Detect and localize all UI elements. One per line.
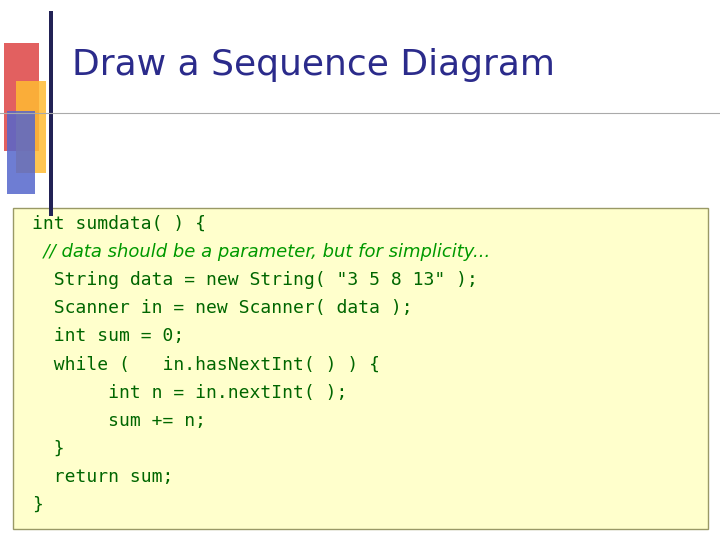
Text: Scanner in = new Scanner( data );: Scanner in = new Scanner( data );: [32, 299, 413, 318]
Text: }: }: [32, 496, 43, 514]
Text: int sum = 0;: int sum = 0;: [32, 327, 184, 346]
Text: while (   in.hasNextInt( ) ) {: while ( in.hasNextInt( ) ) {: [32, 355, 380, 374]
FancyBboxPatch shape: [13, 208, 708, 529]
FancyBboxPatch shape: [16, 81, 46, 173]
Text: }: }: [32, 440, 65, 458]
Text: int n = in.nextInt( );: int n = in.nextInt( );: [32, 383, 348, 402]
Text: Draw a Sequence Diagram: Draw a Sequence Diagram: [72, 48, 555, 82]
Text: return sum;: return sum;: [32, 468, 174, 486]
Text: String data = new String( "3 5 8 13" );: String data = new String( "3 5 8 13" );: [32, 271, 478, 289]
FancyBboxPatch shape: [49, 11, 53, 216]
FancyBboxPatch shape: [7, 111, 35, 194]
FancyBboxPatch shape: [4, 43, 39, 151]
Text: sum += n;: sum += n;: [32, 411, 207, 430]
Text: int sumdata( ) {: int sumdata( ) {: [32, 215, 207, 233]
Text: // data should be a parameter, but for simplicity...: // data should be a parameter, but for s…: [32, 243, 490, 261]
